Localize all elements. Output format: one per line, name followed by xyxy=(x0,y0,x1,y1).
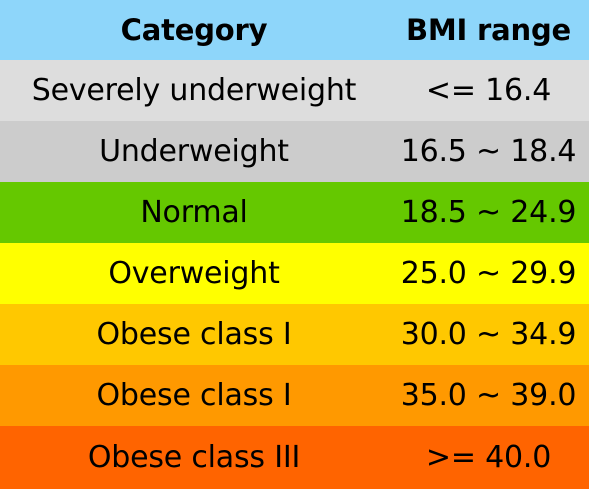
table-row-obese-class-1: Obese class I 30.0 ~ 34.9 xyxy=(0,304,589,365)
range-cell: 25.0 ~ 29.9 xyxy=(400,255,577,291)
category-cell: Normal xyxy=(140,194,248,230)
category-cell: Overweight xyxy=(108,255,280,291)
table-row-severely-underweight: Severely underweight <= 16.4 xyxy=(0,60,589,121)
table-row-overweight: Overweight 25.0 ~ 29.9 xyxy=(0,243,589,304)
range-cell: >= 40.0 xyxy=(425,439,552,475)
range-cell: 35.0 ~ 39.0 xyxy=(400,377,577,413)
category-cell: Obese class III xyxy=(87,439,301,475)
range-cell: 16.5 ~ 18.4 xyxy=(400,133,577,169)
category-cell: Severely underweight xyxy=(31,72,357,108)
range-cell: <= 16.4 xyxy=(425,72,552,108)
range-cell: 30.0 ~ 34.9 xyxy=(400,316,577,352)
category-cell: Underweight xyxy=(99,133,289,169)
header-bmi-range: BMI range xyxy=(406,12,571,47)
table-header-row: Category BMI range xyxy=(0,0,589,60)
table-row-obese-class-3: Obese class III >= 40.0 xyxy=(0,426,589,489)
table-row-normal: Normal 18.5 ~ 24.9 xyxy=(0,182,589,243)
category-cell: Obese class I xyxy=(96,316,292,352)
table-row-underweight: Underweight 16.5 ~ 18.4 xyxy=(0,121,589,182)
range-cell: 18.5 ~ 24.9 xyxy=(400,194,577,230)
header-category: Category xyxy=(120,12,268,47)
table-row-obese-class-2: Obese class I 35.0 ~ 39.0 xyxy=(0,365,589,426)
category-cell: Obese class I xyxy=(96,377,292,413)
